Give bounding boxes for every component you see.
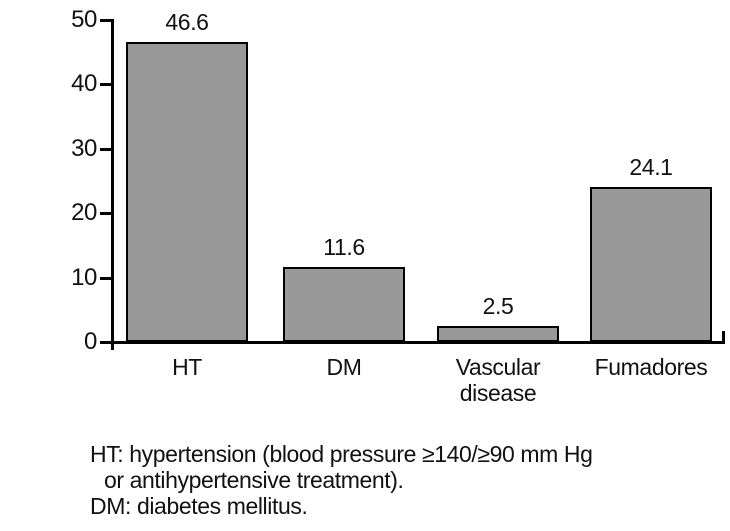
- y-tick-label: 30: [71, 134, 97, 162]
- x-axis-line: [111, 341, 725, 344]
- y-axis-tick: [100, 341, 112, 344]
- bar-value-label: 11.6: [323, 234, 365, 261]
- bar-value-label: 2.5: [482, 292, 514, 319]
- bar: [437, 325, 559, 342]
- chart-footnote: HT: hypertension (blood pressure ≥140/≥9…: [90, 441, 593, 519]
- bar: [590, 186, 712, 342]
- y-tick-label: 50: [71, 6, 97, 33]
- x-category-label: Fumadores: [594, 354, 708, 380]
- y-tick-label: 40: [71, 70, 97, 98]
- y-axis-tick: [100, 19, 112, 22]
- bar: [283, 267, 405, 342]
- y-tick-label: 20: [71, 199, 97, 227]
- bar-value-label: 24.1: [629, 153, 673, 180]
- x-category-label: DM: [326, 354, 362, 380]
- bar-chart: 0 10 20 30 40 50 46.6 HT 11.6 DM 2.5 Vascular disea…: [71, 6, 725, 406]
- x-axis-end-tick: [722, 331, 725, 342]
- footnote-line-dm: DM: diabetes mellitus.: [90, 493, 308, 519]
- x-category-label: Vascular disease: [455, 354, 541, 406]
- y-tick-label: 0: [84, 328, 97, 355]
- y-axis-tick: [100, 212, 112, 216]
- y-tick-label: 10: [71, 263, 97, 291]
- x-category-label: HT: [172, 354, 202, 380]
- footnote-line-ht-continued: or antihypertensive treatment).: [104, 467, 404, 493]
- y-axis-tick: [100, 276, 112, 280]
- bar: [126, 41, 248, 342]
- footnote-line-ht: HT: hypertension (blood pressure ≥140/≥9…: [90, 441, 593, 467]
- bar-value-label: 46.6: [165, 8, 209, 35]
- y-axis-tick: [100, 83, 112, 87]
- y-axis-line: [111, 19, 114, 350]
- y-axis-tick: [100, 147, 112, 151]
